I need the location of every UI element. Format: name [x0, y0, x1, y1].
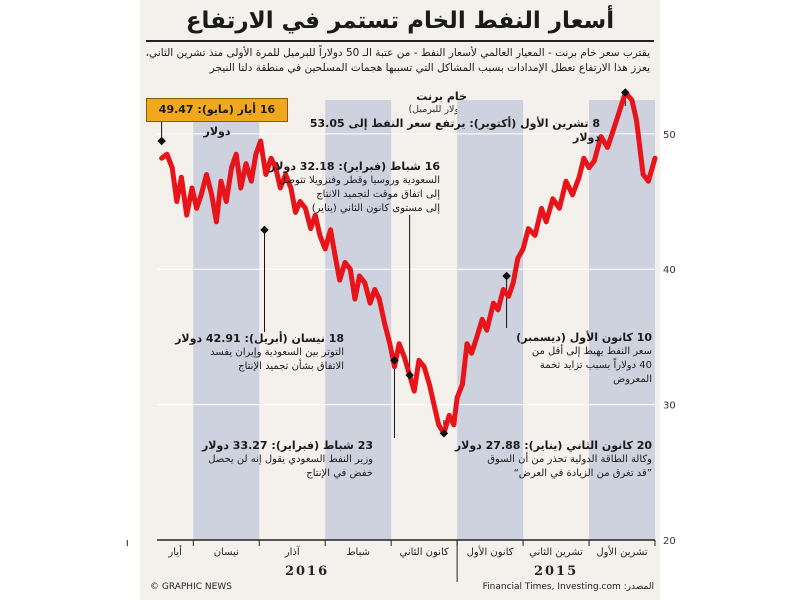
series-line-brent: [159, 90, 658, 436]
annotation-apr18-line2: الاتفاق بشأن تجميد الإنتاج: [238, 361, 344, 372]
marker-5: [260, 225, 269, 235]
annotation-feb16-line1: السعودية وروسيا وقطر وفنزويلا تتوصل: [278, 175, 440, 186]
annotation-feb16-line2: إلى اتفاق موقت لتجميد الانتاج: [316, 189, 440, 200]
x-tick-label-6: نيسان: [214, 547, 239, 558]
annotation-jan20-title: 20 كانون الثاني (يناير): 27.88 دولار: [454, 439, 652, 452]
annotation-feb16-title: 16 شباط (فبراير): 32.18 دولار: [268, 160, 440, 173]
annotation-dec10-title: 10 كانون الأول (ديسمبر): [516, 331, 652, 344]
annotation-jan20-line1: وكالة الطاقة الدولية تحذر من أن السوق: [487, 454, 652, 465]
x-tick-label-7: أيار: [167, 545, 182, 558]
page-title: أسعار النفط الخام تستمر في الارتفاع: [185, 8, 615, 34]
y-tick-label-30: 30: [663, 401, 676, 412]
x-tick-label-5: آذار: [284, 545, 301, 558]
annotation-jan20: 20 كانون الثاني (يناير): 27.88 دولار وكا…: [437, 439, 652, 481]
event-markers: [157, 88, 630, 438]
credit-note: © GRAPHIC NEWS: [150, 582, 232, 592]
y-tick-label-40: 40: [663, 265, 676, 276]
annotation-oct: 8 تشرين الأول (أكتوبر): يرتفع سعر النفط …: [300, 117, 600, 145]
subtitle: يقترب سعر خام برنت - المعيار العالمي لأس…: [145, 47, 650, 74]
source-note: المصدر: Financial Times, Investing.com: [482, 582, 654, 592]
year-label-2016: 2016: [285, 564, 329, 579]
annotation-oct-title: 8 تشرين الأول (أكتوبر): يرتفع سعر النفط …: [309, 117, 600, 144]
series-label: خام برنت (دولار للبرميل): [408, 90, 467, 116]
annotation-apr18-title: 18 نيسان (أبريل): 42.91 دولار: [175, 332, 344, 345]
annotation-dec10-line1: سعر النفط يهبط إلى أقل من: [531, 346, 652, 357]
annotation-feb23-title: 23 شباط (فبراير): 33.27 دولار: [201, 439, 373, 452]
series-name: خام برنت: [416, 90, 467, 103]
annotation-dec10-line2: 40 دولاراً بسبب تزايد تخمة: [539, 360, 652, 371]
annotation-feb23-line2: خفض في الإنتاج: [306, 468, 373, 479]
y-axis: 20 30 40 50: [663, 130, 676, 547]
series-unit: (دولار للبرميل): [408, 104, 467, 115]
x-tick-label-3: كانون الثاني: [399, 547, 449, 558]
annotation-feb23-line1: وزير النفط السعودي يقول إنه لن يحصل: [208, 454, 373, 465]
annotation-apr18-line1: التوتر بين السعودية وإيران يفسد: [210, 347, 344, 358]
annotation-feb23: 23 شباط (فبراير): 33.27 دولار وزير النفط…: [148, 439, 373, 481]
annotation-dec10: 10 كانون الأول (ديسمبر) سعر النفط يهبط إ…: [492, 331, 652, 387]
annotation-dec10-line3: المعروض: [613, 374, 652, 385]
month-band-4: [325, 100, 392, 540]
marker-1: [502, 271, 511, 281]
annotation-jan20-line2: ”قد تغرق من الزيادة في العرض“: [513, 468, 652, 479]
annotation-feb16: 16 شباط (فبراير): 32.18 دولار السعودية و…: [240, 160, 440, 216]
y-tick-label-20: 20: [663, 536, 676, 547]
x-tick-label-1: تشرين الثاني: [529, 547, 583, 558]
marker-4: [390, 356, 399, 365]
x-tick-label-2: كانون الأول: [467, 545, 514, 558]
x-axis: تشرين الأول تشرين الثاني كانون الأول كانون …: [126, 539, 656, 582]
annotation-feb16-line3: إلى مستوى كانون الثاني (يناير): [311, 203, 440, 214]
marker-2: [439, 429, 449, 438]
marker-6: [157, 136, 166, 146]
y-tick-label-50: 50: [663, 130, 676, 141]
peak-callout: 16 أيار (مايو): 49.47 دولار: [146, 98, 288, 138]
annotation-apr18: 18 نيسان (أبريل): 42.91 دولار التوتر بين…: [154, 332, 344, 374]
x-tick-label-4: شباط: [346, 547, 370, 558]
marker-3: [405, 370, 414, 380]
x-tick-label-0: تشرين الأول: [596, 545, 648, 558]
year-label-2015: 2015: [534, 564, 578, 579]
title-rule: [146, 40, 654, 42]
